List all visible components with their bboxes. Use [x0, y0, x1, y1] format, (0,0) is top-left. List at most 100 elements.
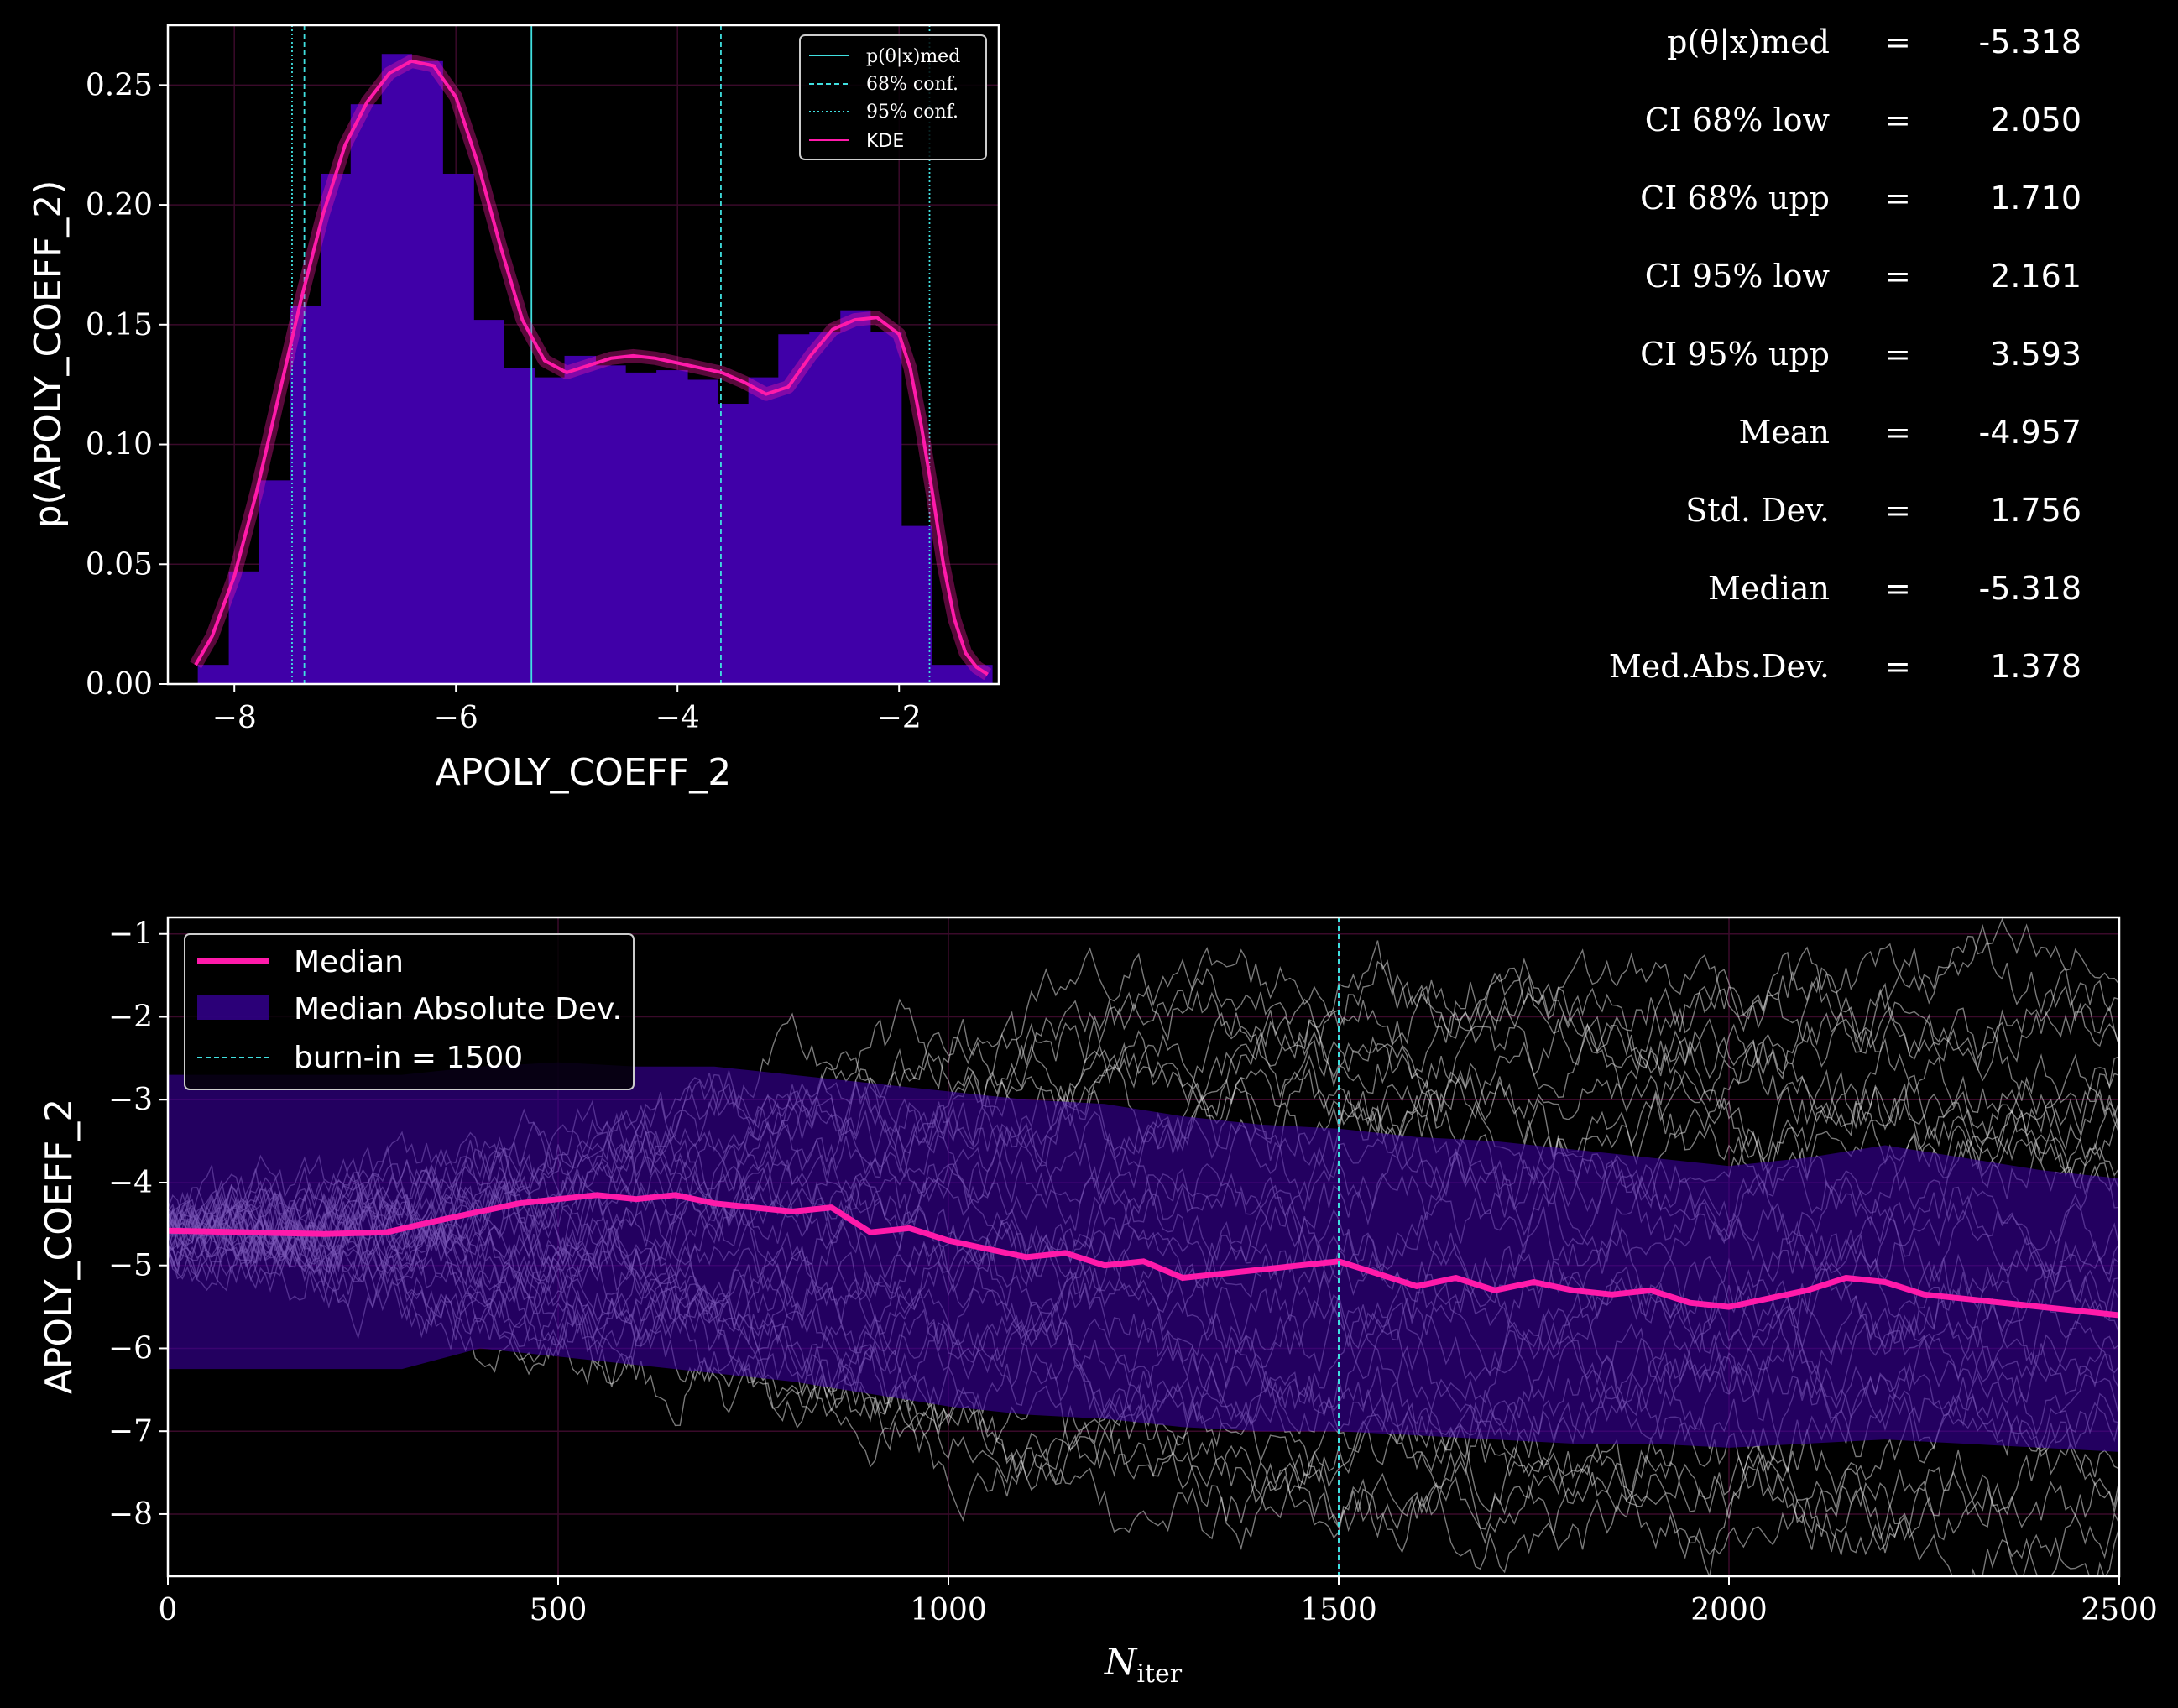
trace-mad-band: [168, 1062, 2119, 1452]
trace-xtick-label: 0: [159, 1593, 178, 1627]
trace-xticks: 0 500 1000 1500 2000 2500: [159, 1576, 2158, 1627]
stat-value: -4.957: [1978, 414, 2082, 451]
legend-swatch-trace-mad: [197, 995, 269, 1020]
trace-xtick-label: 1500: [1300, 1593, 1377, 1627]
hist-bar: [840, 310, 871, 684]
hist-xtick-label: −6: [434, 701, 478, 735]
hist-bar: [687, 379, 718, 684]
stat-label: CI 95% upp: [1640, 336, 1830, 373]
trace-xtick-label: 2000: [1690, 1593, 1768, 1627]
stat-value: -5.318: [1978, 570, 2082, 607]
trace-plot-panel: 0 500 1000 1500 2000 2500 −1 −2 −3 −4 −5 −6 −7 −8 Ni…: [38, 916, 2158, 1689]
hist-ytick-label: 0.15: [86, 308, 153, 342]
stat-row-median-posterior: p(θ|x)med = -5.318: [1553, 17, 2140, 95]
trace-median-line: [168, 1192, 2119, 1319]
hist-bar: [778, 334, 810, 684]
stat-label: Median: [1707, 570, 1830, 607]
trace-xtick-label: 500: [530, 1593, 588, 1627]
hist-ytick-label: 0.10: [86, 428, 153, 462]
trace-ytick-label: −6: [108, 1331, 153, 1366]
trace-xtick-label: 1000: [910, 1593, 987, 1627]
hist-bar: [290, 305, 321, 684]
stat-value: 2.050: [1990, 102, 2081, 138]
hist-bar: [656, 370, 688, 684]
hist-bar: [962, 665, 993, 684]
hist-bar: [748, 377, 779, 684]
trace-legend: Median Median Absolute Dev. burn-in = 15…: [184, 933, 635, 1090]
hist-ytick-label: 0.25: [86, 68, 153, 102]
stat-label: CI 95% low: [1644, 258, 1830, 295]
stat-row-median: Median = -5.318: [1553, 563, 2140, 641]
stat-equals: =: [1884, 102, 1911, 138]
hist-bar: [931, 665, 963, 684]
hist-bar: [625, 372, 657, 684]
stat-label: p(θ|x)med: [1667, 24, 1830, 60]
hist-bar: [442, 173, 474, 684]
stat-equals: =: [1884, 570, 1911, 607]
hist-bar: [595, 365, 626, 684]
hist-bar: [717, 404, 750, 684]
stat-label: CI 68% low: [1644, 102, 1830, 138]
stat-value: 3.593: [1990, 336, 2081, 373]
stat-equals: =: [1884, 258, 1911, 295]
summary-statistics: p(θ|x)med = -5.318 CI 68% low = 2.050 CI…: [1553, 17, 2140, 719]
hist-bar: [534, 377, 566, 684]
hist-legend-box: [799, 34, 987, 160]
hist-xtick-label: −4: [655, 701, 700, 735]
hist-y-axis-label: p(APOLY_COEFF_2): [27, 180, 70, 529]
trace-ytick-label: −7: [108, 1414, 153, 1449]
hist-kde: [190, 54, 992, 681]
trace-axes-frame: [166, 916, 2121, 1578]
stat-row-ci68-upp: CI 68% upp = 1.710: [1553, 173, 2140, 251]
legend-label-burn-in: burn-in = 1500: [294, 1041, 523, 1075]
legend-label-95: 95% conf.: [866, 102, 958, 123]
hist-bar: [901, 525, 932, 684]
stat-equals: =: [1884, 336, 1911, 373]
hist-legend: p(θ|x)med 68% conf. 95% conf. KDE: [799, 34, 987, 160]
legend-label-trace-mad: Median Absolute Dev.: [294, 992, 622, 1026]
hist-bar: [321, 173, 352, 684]
trace-yticks: −1 −2 −3 −4 −5 −6 −7 −8: [108, 917, 168, 1532]
trace-ytick-label: −5: [108, 1249, 153, 1283]
trace-ytick-label: −8: [108, 1497, 153, 1532]
stat-row-ci68-low: CI 68% low = 2.050: [1553, 95, 2140, 173]
stat-row-ci95-upp: CI 95% upp = 3.593: [1553, 329, 2140, 407]
hist-yticks: 0.00 0.05 0.10 0.15 0.20 0.25: [86, 68, 168, 702]
trace-legend-box: [184, 933, 635, 1090]
legend-label-kde: KDE: [866, 131, 904, 152]
stat-row-ci95-low: CI 95% low = 2.161: [1553, 251, 2140, 329]
stat-value: 1.756: [1990, 492, 2081, 529]
hist-ytick-label: 0.00: [86, 667, 153, 702]
legend-label-trace-median: Median: [294, 945, 404, 979]
trace-ytick-label: −3: [108, 1083, 153, 1117]
hist-ytick-label: 0.05: [86, 547, 153, 582]
stat-label: Mean: [1738, 414, 1830, 451]
hist-bar: [228, 571, 259, 684]
stat-label: CI 68% upp: [1640, 180, 1830, 217]
hist-bar: [503, 368, 535, 684]
stat-label: Std. Dev.: [1685, 492, 1830, 529]
trace-ytick-label: −4: [108, 1166, 153, 1200]
hist-axes-frame: [166, 24, 1000, 686]
hist-xtick-label: −2: [877, 701, 922, 735]
stat-row-med-abs-dev: Med.Abs.Dev. = 1.378: [1553, 641, 2140, 719]
stat-row-mean: Mean = -4.957: [1553, 407, 2140, 485]
stat-value: -5.318: [1978, 24, 2082, 60]
kde-line: [194, 59, 989, 676]
stat-equals: =: [1884, 492, 1911, 529]
hist-bar: [350, 104, 383, 684]
hist-bar: [473, 320, 504, 684]
stat-value: 1.378: [1990, 648, 2081, 685]
hist-bar: [870, 332, 902, 684]
posterior-histogram-panel: −8 −6 −4 −2 0.00 0.05 0.10 0.15 0.20 0.25 APOLY_…: [27, 24, 1000, 794]
stat-label: Med.Abs.Dev.: [1608, 648, 1830, 685]
hist-xtick-label: −8: [212, 701, 257, 735]
stat-value: 1.710: [1990, 180, 2081, 217]
hist-x-axis-label: APOLY_COEFF_2: [436, 751, 732, 794]
hist-bar: [411, 60, 443, 685]
hist-bar: [259, 480, 290, 684]
stat-row-std-dev: Std. Dev. = 1.756: [1553, 485, 2140, 563]
legend-label-median: p(θ|x)med: [866, 46, 960, 67]
trace-ytick-label: −2: [108, 1000, 153, 1034]
median-line: [168, 1192, 2119, 1319]
